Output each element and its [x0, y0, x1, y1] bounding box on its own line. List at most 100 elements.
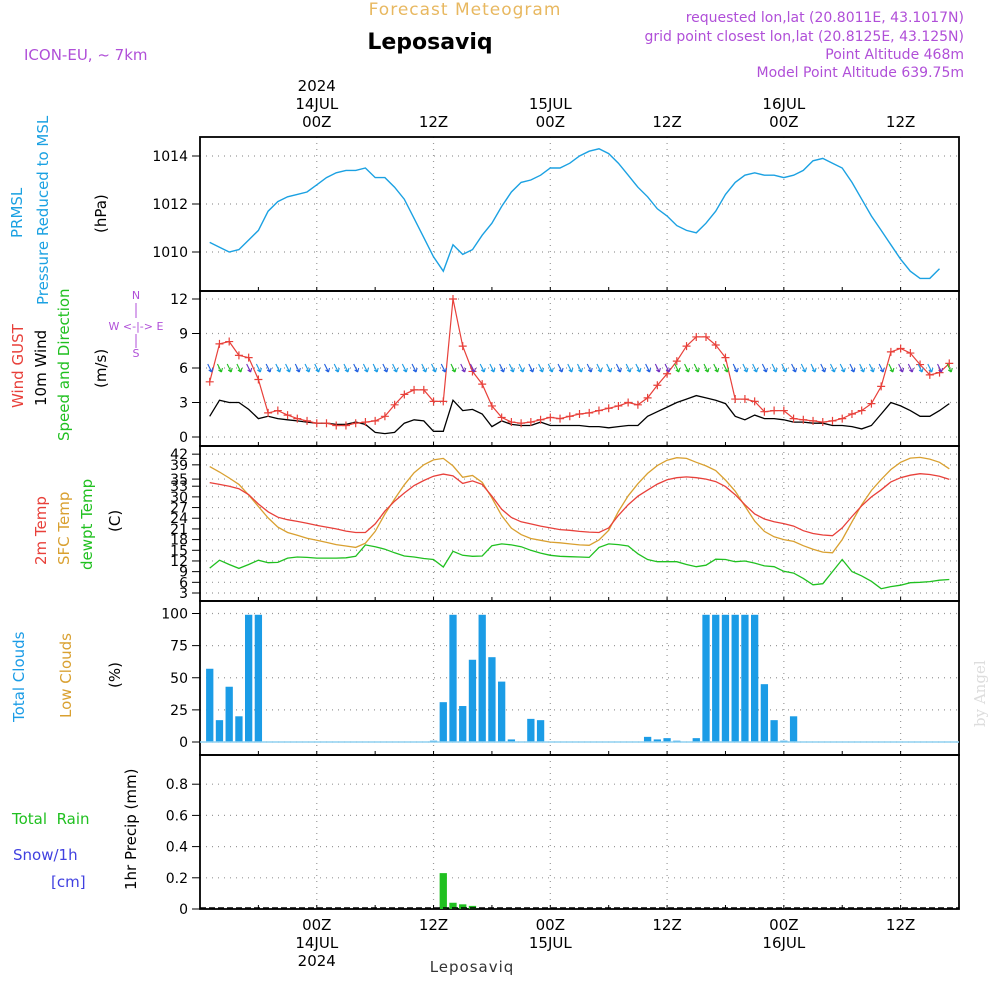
total-cloud-bar	[225, 686, 233, 742]
wind-direction-arrow	[693, 363, 700, 373]
gust-point	[779, 406, 788, 415]
wind-direction-arrow	[703, 363, 710, 373]
gust-point	[546, 413, 555, 422]
gust-point	[809, 416, 818, 425]
temp-sfc-label: SFC Temp	[55, 492, 73, 565]
bottom-time-label: 16JUL	[762, 934, 805, 952]
gust-point	[517, 419, 526, 428]
wind-direction-arrow	[440, 363, 447, 373]
y-tick-label: 21	[170, 522, 188, 538]
wind-gust-label: Wind GUST	[9, 323, 27, 408]
gust-point	[643, 393, 652, 402]
gust-point	[215, 339, 224, 348]
total-cloud-bar	[653, 739, 661, 742]
gust-point	[877, 382, 886, 391]
gust-point	[711, 341, 720, 349]
wind-direction-arrow	[392, 363, 399, 373]
wind-direction-arrow	[499, 363, 506, 373]
location-title: Leposaviq	[367, 30, 492, 55]
gust-point	[731, 395, 740, 404]
wind-direction-arrow	[460, 363, 467, 373]
gust-point	[925, 370, 934, 379]
wind-gust-line	[209, 298, 950, 427]
gust-point	[653, 381, 662, 390]
total-cloud-bar	[741, 614, 749, 742]
total-cloud-bar	[643, 736, 652, 742]
wind-direction-arrow	[722, 363, 729, 373]
total-cloud-bar	[254, 614, 263, 742]
bottom-time-label: 12Z	[652, 916, 681, 934]
wind-direction-arrow	[732, 363, 739, 373]
total-cloud-bar	[488, 657, 496, 742]
gust-point	[828, 416, 837, 425]
gust-point	[526, 418, 535, 427]
y-tick-label: 24	[170, 511, 188, 527]
gust-point	[449, 295, 457, 303]
gust-point	[410, 385, 419, 394]
panel-frame-pressure	[199, 136, 960, 292]
wind-direction-arrow	[207, 363, 214, 373]
gust-point	[818, 418, 827, 427]
gust-point	[945, 359, 954, 368]
wind-direction-arrow	[518, 363, 525, 373]
gust-point	[847, 410, 856, 418]
y-tick-label: 9	[179, 565, 188, 581]
wind-direction-arrow	[421, 363, 428, 373]
gust-point	[322, 419, 331, 428]
wind-direction-arrow	[294, 363, 301, 373]
gust-point	[633, 400, 642, 409]
total-cloud-bar	[760, 684, 769, 742]
rain-bar	[439, 873, 447, 909]
total-cloud-bar	[527, 718, 535, 742]
gust-point	[497, 413, 506, 422]
top-time-label: 16JUL	[762, 95, 805, 113]
bottom-time-label: 00Z	[302, 916, 331, 934]
total-cloud-bar	[751, 614, 759, 742]
wind-direction-arrow	[343, 363, 350, 373]
wind-direction-arrow	[314, 363, 321, 373]
wind-direction-arrow	[917, 363, 924, 373]
wind-direction-arrow	[781, 363, 788, 373]
gust-point	[400, 390, 409, 399]
y-tick-label: 0.6	[166, 808, 188, 824]
top-time-label: 00Z	[302, 113, 331, 131]
wind-direction-arrow	[606, 363, 613, 373]
y-tick-label: 0	[179, 902, 188, 918]
gust-point	[867, 399, 876, 408]
wind-direction-arrow	[859, 363, 866, 373]
y-tick-label: 6	[179, 361, 188, 377]
gust-point	[770, 406, 779, 415]
gust-point	[264, 408, 273, 417]
top-time-label: 14JUL	[295, 95, 338, 113]
pressure-label-msl: Pressure Reduced to MSL	[34, 115, 52, 305]
gust-point	[380, 412, 389, 421]
y-tick-label: 30	[170, 490, 188, 506]
compass-s: S	[133, 347, 140, 360]
wind-direction-arrow	[547, 363, 554, 373]
gust-point	[361, 418, 370, 427]
wind-direction-arrow	[800, 363, 807, 373]
wind-direction-arrow	[664, 363, 671, 373]
temp-2m-line	[209, 473, 950, 537]
y-tick-label: 18	[170, 533, 188, 549]
wind-direction-arrow	[761, 363, 768, 373]
y-tick-label: 33	[170, 479, 188, 495]
wind-direction-arrow	[771, 363, 778, 373]
low-clouds-label: Low Clouds	[57, 633, 75, 718]
wind-direction-arrow	[868, 363, 875, 373]
precip-unit: 1hr Precip (mm)	[122, 769, 140, 890]
wind-direction-arrow	[645, 363, 652, 373]
gust-point	[556, 414, 565, 423]
wind-direction-arrow	[479, 363, 486, 373]
rain-bar	[459, 904, 467, 909]
total-cloud-bar	[245, 614, 253, 742]
gust-point	[624, 398, 633, 407]
y-tick-label: 0.8	[166, 777, 188, 793]
total-cloud-bar	[712, 614, 720, 742]
gust-point	[838, 414, 847, 423]
snow-label: Snow/1h	[13, 846, 78, 864]
y-tick-label: 35	[170, 472, 188, 488]
sfc-temp-line	[209, 456, 950, 554]
wind-direction-arrow	[946, 363, 953, 373]
